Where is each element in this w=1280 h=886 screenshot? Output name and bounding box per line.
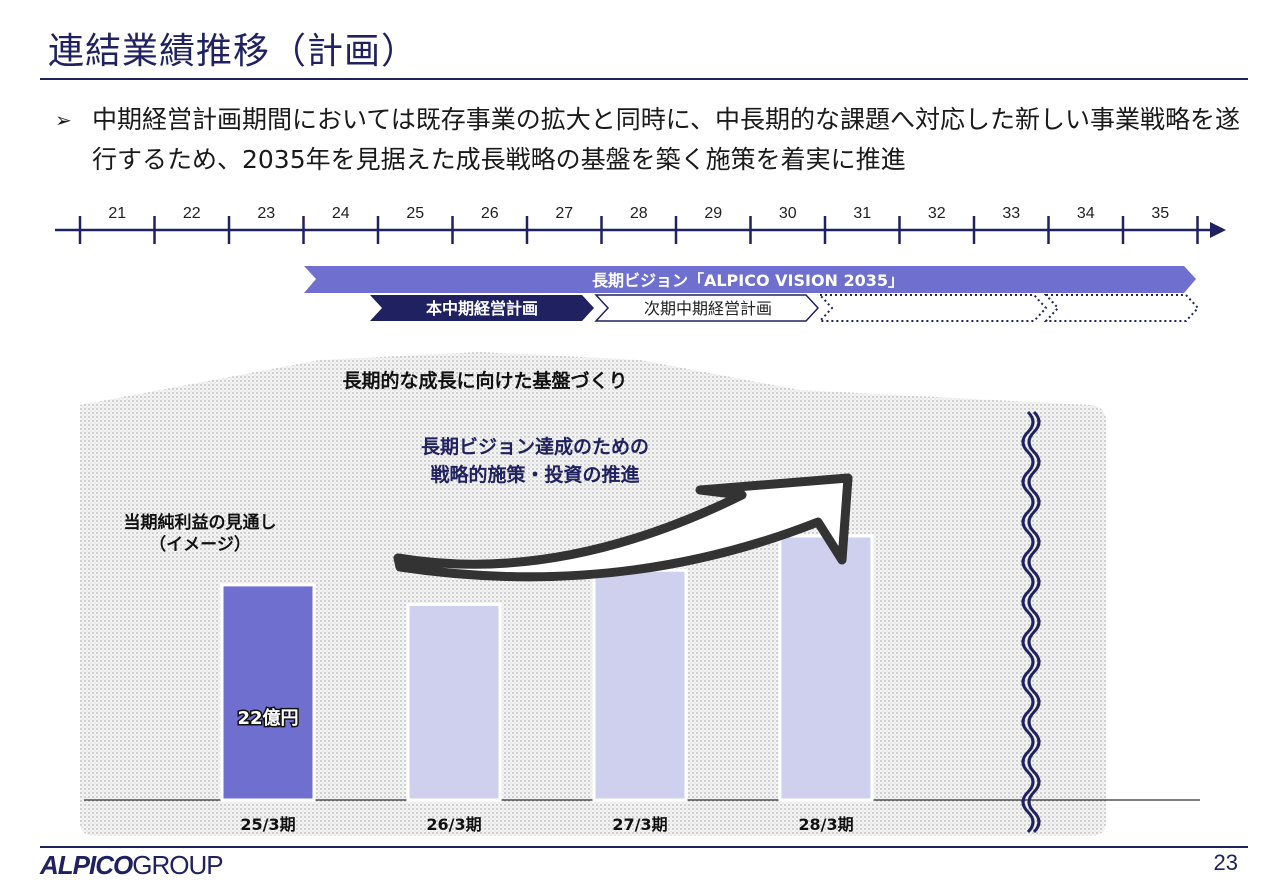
bar-data-label: 22億円 — [237, 707, 298, 729]
foundation-label: 長期的な成長に向けた基盤づくり — [342, 370, 628, 392]
company-logo: ALPICOGROUP — [40, 850, 224, 881]
bar-series: 25/3期 22億円 26/3期 27/3期 28/3期 — [220, 534, 874, 834]
future-plan-chevron-1 — [817, 294, 1048, 322]
axis-break-wave-2 — [1027, 410, 1041, 834]
timeline-year-29: 29 — [704, 205, 722, 222]
future-plan-chevron-2 — [1043, 294, 1200, 322]
timeline-ticks: 21 22 23 24 25 26 27 28 29 30 31 32 33 34 35 — [78, 205, 1199, 244]
footer-divider — [40, 846, 1248, 848]
timeline-year-34: 34 — [1077, 205, 1095, 222]
current-plan-label: 本中期経営計画 — [426, 299, 538, 318]
page-number: 23 — [1213, 850, 1238, 875]
next-plan-chevron — [594, 294, 820, 322]
next-plan-label: 次期中期経営計画 — [644, 299, 772, 318]
bar-26/3期 — [406, 602, 502, 802]
category-label-26/3期: 26/3期 — [426, 815, 481, 834]
timeline-year-33: 33 — [1002, 205, 1020, 222]
current-plan-chevron — [370, 295, 594, 321]
category-label-28/3期: 28/3期 — [798, 815, 853, 834]
vision-label: 長期ビジョン「ALPICO VISION 2035」 — [592, 271, 904, 290]
category-label-27/3期: 27/3期 — [612, 815, 667, 834]
logo-group-text: GROUP — [132, 850, 223, 880]
timeline-year-35: 35 — [1151, 205, 1169, 222]
growth-arrow-icon — [393, 473, 853, 582]
timeline-year-25: 25 — [406, 205, 424, 222]
chart-label-line2: （イメージ） — [149, 535, 251, 555]
timeline-year-30: 30 — [779, 205, 797, 222]
chart-label-line1: 当期純利益の見通し — [123, 513, 277, 533]
timeline-year-23: 23 — [257, 205, 275, 222]
timeline-year-21: 21 — [108, 205, 126, 222]
strategy-label-line2: 戦略的施策・投資の推進 — [430, 464, 640, 486]
timeline-year-32: 32 — [928, 205, 946, 222]
page-title: 連結業績推移（計画） — [48, 31, 419, 72]
logo-bold-text: ALPICO — [40, 850, 133, 880]
bar-25/3期 — [220, 583, 316, 802]
timeline-arrow-icon — [1210, 222, 1226, 238]
timeline-year-27: 27 — [555, 205, 573, 222]
bar-27/3期 — [592, 568, 688, 802]
timeline-year-26: 26 — [481, 205, 499, 222]
bar-28/3期 — [778, 534, 874, 802]
timeline-year-31: 31 — [853, 205, 871, 222]
timeline-year-22: 22 — [183, 205, 201, 222]
bullet-text: 中期経営計画期間においては既存事業の拡大と同時に、中長期的な課題へ対応した新しい… — [92, 105, 1241, 174]
strategy-label-line1: 長期ビジョン達成のための — [420, 436, 649, 458]
timeline-year-28: 28 — [630, 205, 648, 222]
timeline-year-24: 24 — [332, 205, 350, 222]
axis-break-wave — [1021, 410, 1035, 834]
bullet-arrow-icon: ➢ — [55, 108, 72, 132]
title-divider — [40, 78, 1248, 80]
category-label-25/3期: 25/3期 — [240, 815, 295, 834]
vision-band — [304, 266, 1196, 293]
